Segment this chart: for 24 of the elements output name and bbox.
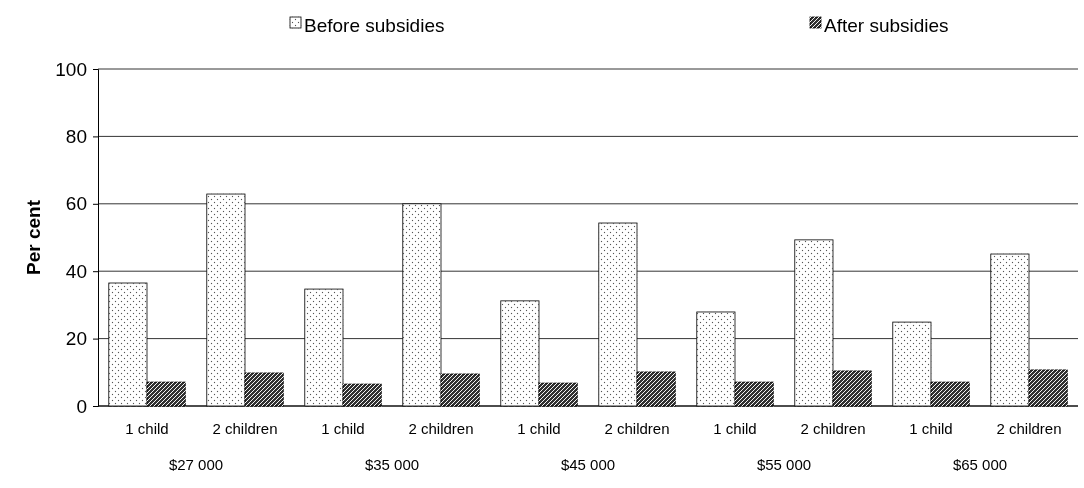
text: $65 000 (952, 456, 1008, 473)
x-tick-label: 1 child (517, 419, 561, 437)
x-tick-label: 2 children (408, 419, 474, 437)
x-tick-label: 2 children (800, 419, 866, 437)
y-tick-label: 80 (65, 125, 87, 147)
x-tick-label: 2 children (604, 419, 670, 437)
text: $35 000 (364, 456, 420, 473)
text: $45 000 (560, 456, 616, 473)
x-tick-label: 1 child (909, 419, 953, 437)
y-tick-label: 40 (65, 260, 87, 282)
y-tick-label: 60 (65, 193, 87, 215)
y-tick-label: 100 (55, 58, 87, 80)
legend-label: Before subsidies (304, 15, 445, 37)
text: $55 000 (756, 456, 812, 473)
x-tick-label: 1 child (713, 419, 757, 437)
x-tick-label: 2 children (996, 419, 1062, 437)
x-tick-label: 1 child (125, 419, 169, 437)
x-tick-label: 2 children (212, 419, 278, 437)
y-tick-label: 20 (65, 328, 87, 350)
text: $27 000 (168, 456, 224, 473)
legend-label: After subsidies (824, 15, 949, 37)
x-tick-label: 1 child (321, 419, 365, 437)
y-axis-title: Per cent (23, 199, 44, 275)
y-tick-label: 0 (76, 395, 87, 417)
